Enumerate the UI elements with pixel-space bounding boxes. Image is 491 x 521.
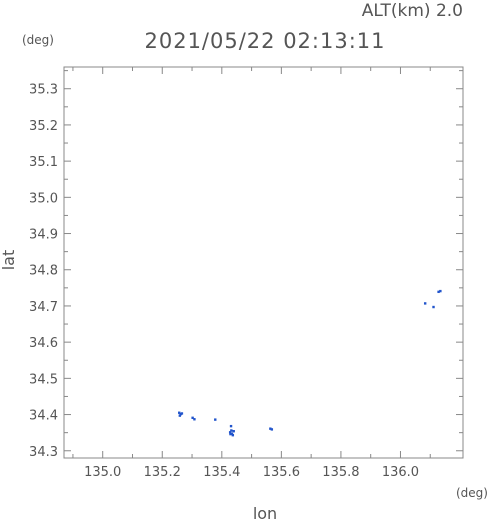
y-tick-label: 34.6 [29, 336, 58, 351]
y-tick-label: 34.7 [29, 300, 58, 315]
data-point [230, 432, 234, 435]
y-tick-label: 34.4 [29, 409, 58, 424]
data-point [231, 433, 235, 437]
axis-tick-labels: 34.3 34.4 34.5 34.6 34.7 34.8 34.9 35.0 35.1 35.2… [29, 83, 419, 480]
data-point [180, 412, 184, 415]
data-point [229, 424, 233, 428]
data-point [432, 305, 435, 309]
data-point [423, 302, 427, 305]
data-point [178, 411, 181, 414]
data-point [270, 428, 274, 431]
y-axis-title: lat [0, 250, 18, 271]
axis-ticks [64, 67, 463, 458]
data-points [178, 289, 442, 437]
data-point [269, 427, 272, 430]
x-tick-label: 135.0 [84, 465, 121, 480]
data-point [178, 414, 182, 417]
y-tick-label: 35.0 [29, 191, 58, 206]
y-axis-unit: (deg) [22, 33, 54, 47]
y-tick-label: 34.3 [29, 445, 58, 460]
altitude-label: ALT(km) 2.0 [362, 1, 463, 21]
x-tick-label: 136.0 [382, 465, 419, 480]
plot-area-frame [63, 66, 464, 459]
x-tick-label: 135.8 [322, 465, 359, 480]
data-point [439, 289, 442, 293]
data-point [214, 418, 217, 421]
data-point [230, 429, 233, 432]
data-point [437, 290, 440, 294]
data-point [232, 430, 235, 433]
y-tick-label: 34.5 [29, 372, 58, 387]
data-point [191, 416, 194, 420]
y-tick-label: 35.3 [29, 83, 58, 98]
x-tick-label: 135.6 [263, 465, 300, 480]
x-axis-title: lon [253, 504, 277, 521]
x-tick-label: 135.2 [144, 465, 181, 480]
y-tick-label: 35.2 [29, 119, 58, 134]
data-point [228, 431, 232, 434]
data-point [193, 418, 196, 421]
y-tick-label: 34.8 [29, 264, 58, 279]
chart-timestamp-title: 2021/05/22 02:13:11 [144, 29, 385, 53]
x-axis-unit: (deg) [456, 486, 488, 500]
y-tick-label: 35.1 [29, 155, 58, 170]
x-tick-label: 135.4 [203, 465, 240, 480]
data-point [229, 432, 232, 436]
y-tick-label: 34.9 [29, 228, 58, 243]
